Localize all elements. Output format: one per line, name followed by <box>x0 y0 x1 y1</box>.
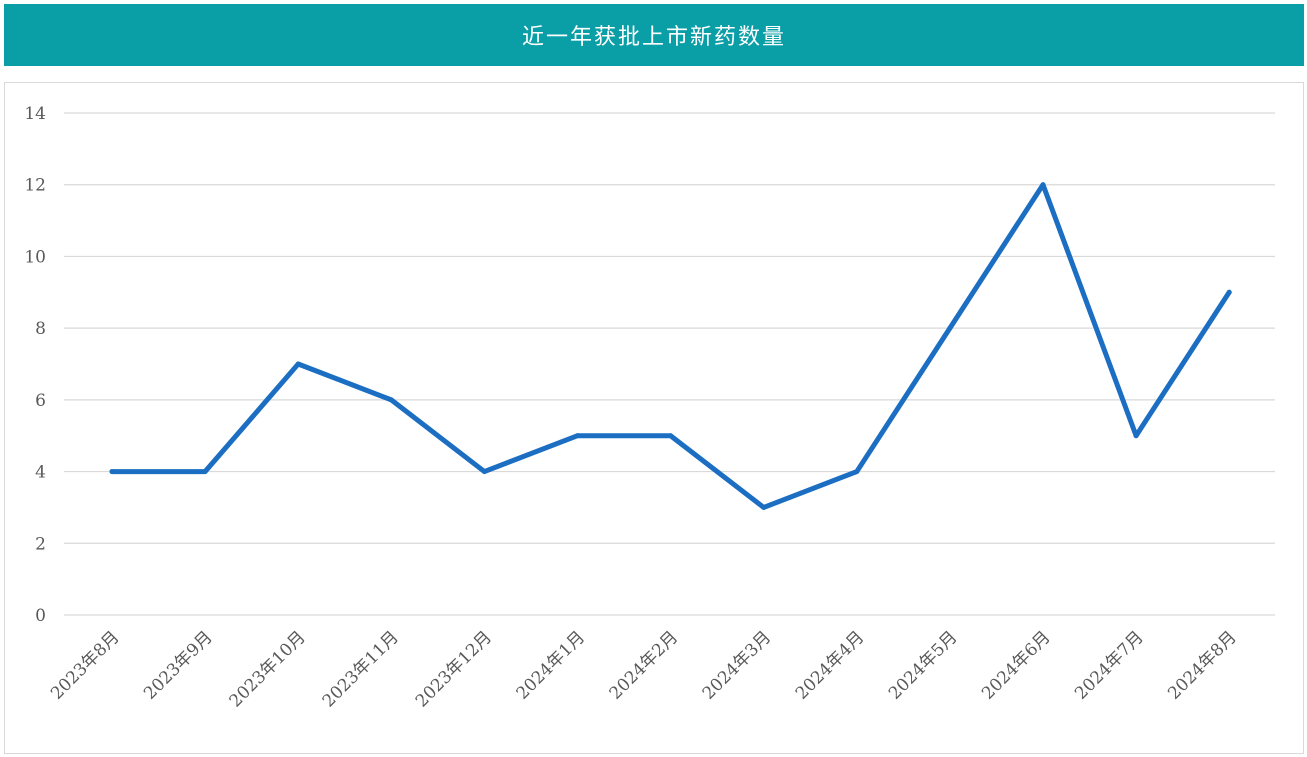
x-tick-label: 2024年5月 <box>885 627 961 703</box>
x-tick-label: 2024年3月 <box>699 627 775 703</box>
y-tick-label: 12 <box>24 176 46 196</box>
series-layer <box>109 182 1232 510</box>
data-point <box>388 397 394 403</box>
data-point <box>575 433 580 439</box>
data-point <box>1226 289 1232 295</box>
y-tick-label: 8 <box>35 319 46 339</box>
x-tick-label: 2024年1月 <box>513 627 589 703</box>
x-tick-label: 2023年8月 <box>47 627 123 703</box>
y-tick-label: 2 <box>35 534 46 554</box>
x-tick-label: 2024年4月 <box>792 627 868 703</box>
y-axis-ticks: 0 2 4 6 8 10 12 14 <box>24 104 46 626</box>
data-point <box>761 504 767 510</box>
data-point <box>1133 433 1139 439</box>
y-tick-label: 0 <box>35 606 46 626</box>
chart-title: 近一年获批上市新药数量 <box>521 25 786 50</box>
x-tick-label: 2024年8月 <box>1164 627 1240 703</box>
data-point <box>668 433 674 439</box>
chart-frame <box>4 82 1304 754</box>
data-point <box>854 469 860 475</box>
data-point <box>109 469 115 475</box>
chart-title-bar: 近一年获批上市新药数量 <box>4 4 1304 66</box>
x-tick-label: 2023年10月 <box>226 627 310 711</box>
data-point <box>202 469 208 475</box>
data-point <box>1040 182 1046 188</box>
grid-lines <box>64 112 1275 616</box>
data-point <box>947 325 953 331</box>
data-point <box>481 469 487 475</box>
x-tick-label: 2023年12月 <box>412 627 496 711</box>
y-tick-label: 14 <box>24 104 46 124</box>
y-tick-label: 10 <box>24 247 46 267</box>
x-tick-label: 2023年9月 <box>140 627 216 703</box>
x-tick-label: 2023年11月 <box>319 627 403 711</box>
y-tick-label: 6 <box>35 391 46 411</box>
x-tick-label: 2024年7月 <box>1071 627 1147 703</box>
data-point <box>295 361 301 367</box>
series-line <box>109 182 1232 510</box>
x-tick-label: 2024年2月 <box>606 627 682 703</box>
x-axis-ticks: 2023年8月 2023年9月 2023年10月 2023年11月 2023年12月 20… <box>47 627 1241 711</box>
y-tick-label: 4 <box>35 463 46 483</box>
x-tick-label: 2024年6月 <box>978 627 1054 703</box>
